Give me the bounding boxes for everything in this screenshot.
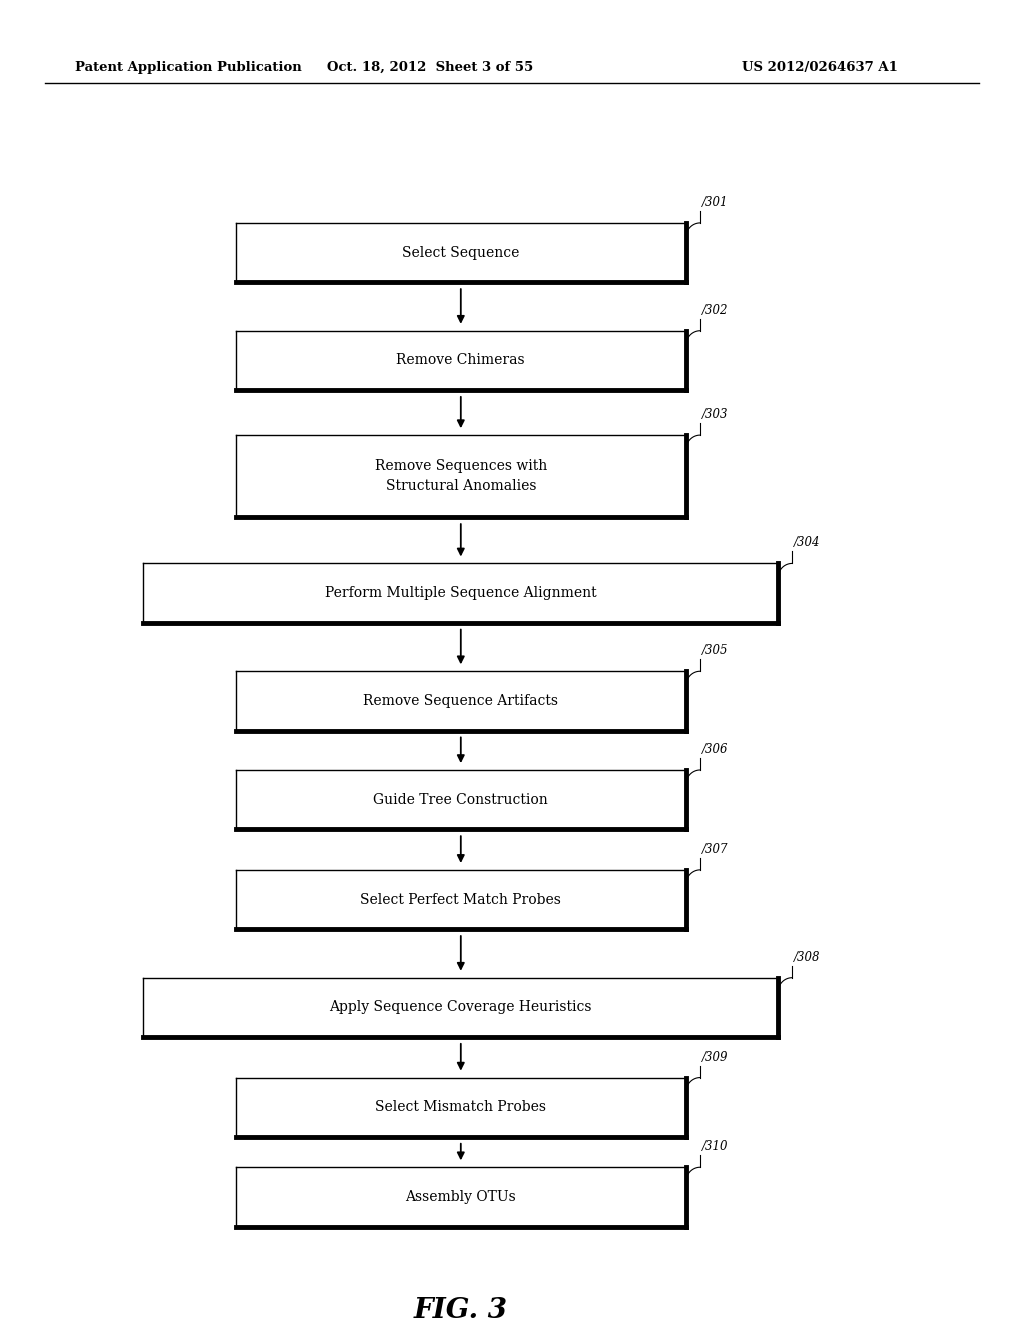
Bar <box>236 1167 686 1226</box>
Text: Select Perfect Match Probes: Select Perfect Match Probes <box>360 892 561 907</box>
Bar <box>236 770 686 829</box>
Bar <box>143 564 778 623</box>
Text: US 2012/0264637 A1: US 2012/0264637 A1 <box>742 61 898 74</box>
Text: Assembly OTUs: Assembly OTUs <box>406 1189 516 1204</box>
Text: Guide Tree Construction: Guide Tree Construction <box>374 792 548 807</box>
Text: Patent Application Publication: Patent Application Publication <box>75 61 302 74</box>
Bar <box>236 436 686 517</box>
Text: /310: /310 <box>702 1140 729 1154</box>
Text: FIG. 3: FIG. 3 <box>414 1296 508 1320</box>
Text: Remove Sequence Artifacts: Remove Sequence Artifacts <box>364 694 558 708</box>
Bar <box>236 672 686 730</box>
Text: /301: /301 <box>702 195 729 209</box>
Text: Oct. 18, 2012  Sheet 3 of 55: Oct. 18, 2012 Sheet 3 of 55 <box>327 61 534 74</box>
Bar <box>143 978 778 1038</box>
Text: /302: /302 <box>702 304 729 317</box>
Text: Select Mismatch Probes: Select Mismatch Probes <box>376 1100 546 1114</box>
Text: /307: /307 <box>702 843 729 855</box>
Text: /305: /305 <box>702 644 729 657</box>
Text: Remove Sequences with
Structural Anomalies: Remove Sequences with Structural Anomali… <box>375 459 547 492</box>
Text: /308: /308 <box>795 950 821 964</box>
Bar <box>236 870 686 929</box>
Text: /306: /306 <box>702 743 729 756</box>
Text: Apply Sequence Coverage Heuristics: Apply Sequence Coverage Heuristics <box>330 1001 592 1014</box>
Text: /303: /303 <box>702 408 729 421</box>
Text: /304: /304 <box>795 536 821 549</box>
Text: Perform Multiple Sequence Alignment: Perform Multiple Sequence Alignment <box>325 586 597 601</box>
Bar <box>236 331 686 389</box>
Bar <box>236 223 686 282</box>
Text: /309: /309 <box>702 1051 729 1064</box>
Bar <box>236 1077 686 1137</box>
Text: Select Sequence: Select Sequence <box>402 246 519 260</box>
Text: Remove Chimeras: Remove Chimeras <box>396 354 525 367</box>
